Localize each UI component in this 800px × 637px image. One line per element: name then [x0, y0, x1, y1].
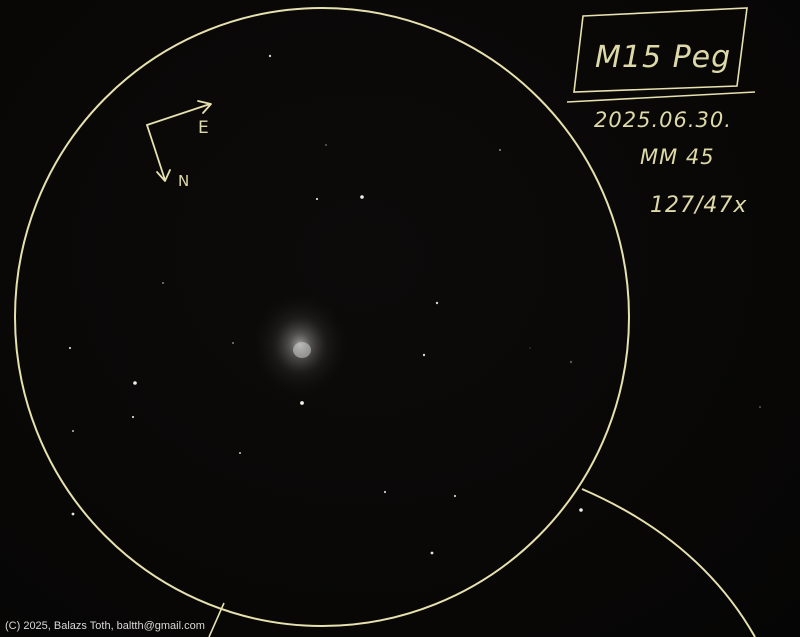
star — [268, 54, 272, 58]
observation-date: 2025.06.30. — [594, 108, 732, 132]
east-arrow-head — [197, 100, 212, 114]
globular-cluster — [252, 293, 348, 397]
star — [239, 452, 241, 454]
star — [422, 353, 426, 357]
star — [232, 342, 234, 344]
star — [759, 406, 761, 408]
star — [162, 282, 164, 284]
star — [68, 346, 72, 350]
secondary-field-arc — [581, 488, 756, 637]
star — [529, 347, 531, 349]
eyepiece-field-circle — [14, 7, 630, 627]
north-arrow — [146, 124, 166, 181]
object-label-box — [566, 7, 756, 103]
star — [430, 551, 434, 555]
star — [133, 381, 137, 385]
star — [72, 430, 74, 432]
orientation-compass — [146, 100, 212, 182]
star — [579, 508, 583, 512]
star — [383, 490, 387, 494]
field-stars — [68, 54, 761, 555]
star — [435, 301, 439, 305]
star — [71, 512, 75, 516]
star — [453, 494, 457, 498]
star — [569, 360, 573, 364]
star — [325, 144, 327, 146]
east-arrow — [146, 103, 211, 126]
observer-code: MM 45 — [640, 145, 715, 169]
star — [300, 401, 304, 405]
compass-east-label: E — [198, 118, 210, 138]
star — [131, 415, 135, 419]
object-label: M15 Peg — [595, 40, 731, 75]
star — [499, 149, 501, 151]
copyright-credit: (C) 2025, Balazs Toth, baltth@gmail.com — [5, 620, 205, 632]
telescope-magnification: 127/47x — [650, 193, 747, 218]
star — [315, 197, 319, 201]
north-arrow-head — [156, 169, 171, 182]
star — [360, 195, 364, 199]
field-tick-mark — [208, 602, 225, 637]
compass-north-label: N — [178, 172, 190, 190]
